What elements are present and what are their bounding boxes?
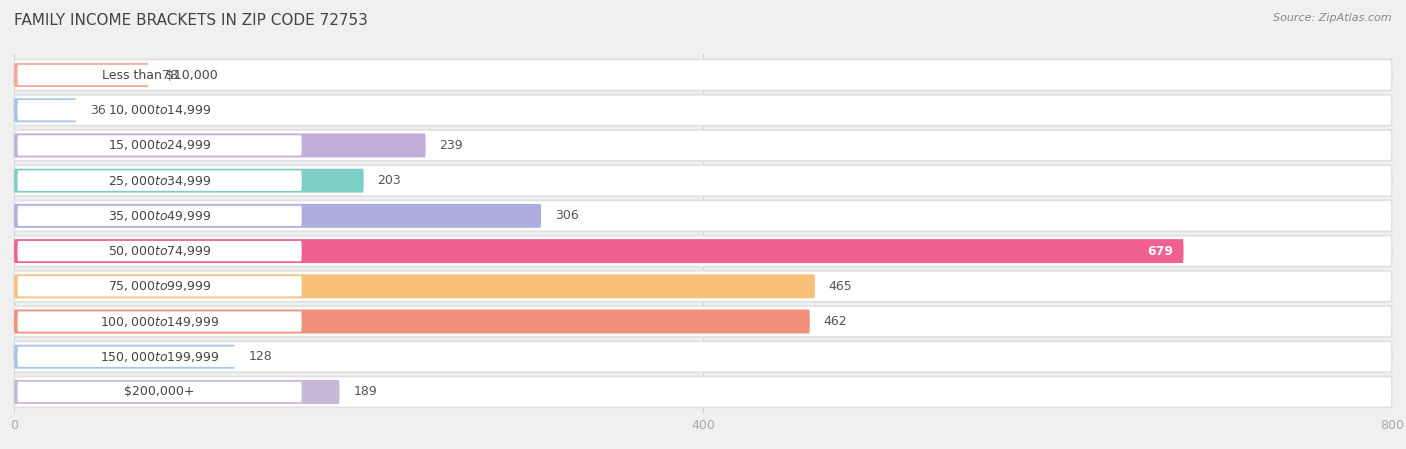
FancyBboxPatch shape	[17, 100, 302, 120]
FancyBboxPatch shape	[14, 239, 1184, 263]
FancyBboxPatch shape	[17, 206, 302, 226]
FancyBboxPatch shape	[14, 133, 426, 158]
Text: 78: 78	[162, 69, 179, 82]
FancyBboxPatch shape	[14, 60, 1392, 91]
FancyBboxPatch shape	[14, 376, 1392, 407]
FancyBboxPatch shape	[14, 98, 76, 122]
FancyBboxPatch shape	[14, 63, 149, 87]
Text: $35,000 to $49,999: $35,000 to $49,999	[108, 209, 211, 223]
FancyBboxPatch shape	[17, 171, 302, 191]
FancyBboxPatch shape	[17, 241, 302, 261]
FancyBboxPatch shape	[14, 274, 815, 298]
Text: 306: 306	[555, 209, 579, 222]
Text: 203: 203	[377, 174, 401, 187]
FancyBboxPatch shape	[14, 345, 235, 369]
Text: 679: 679	[1147, 245, 1173, 258]
FancyBboxPatch shape	[14, 236, 1392, 267]
FancyBboxPatch shape	[17, 135, 302, 156]
FancyBboxPatch shape	[14, 380, 340, 404]
FancyBboxPatch shape	[14, 271, 1392, 302]
Text: $15,000 to $24,999: $15,000 to $24,999	[108, 138, 211, 153]
FancyBboxPatch shape	[17, 65, 302, 85]
FancyBboxPatch shape	[14, 200, 1392, 231]
FancyBboxPatch shape	[17, 347, 302, 367]
Text: $50,000 to $74,999: $50,000 to $74,999	[108, 244, 211, 258]
Text: $100,000 to $149,999: $100,000 to $149,999	[100, 314, 219, 329]
FancyBboxPatch shape	[14, 95, 1392, 126]
FancyBboxPatch shape	[14, 306, 1392, 337]
FancyBboxPatch shape	[14, 130, 1392, 161]
Text: 465: 465	[828, 280, 852, 293]
Text: 189: 189	[353, 385, 377, 398]
Text: 462: 462	[824, 315, 848, 328]
Text: $10,000 to $14,999: $10,000 to $14,999	[108, 103, 211, 117]
FancyBboxPatch shape	[14, 165, 1392, 196]
FancyBboxPatch shape	[17, 276, 302, 296]
FancyBboxPatch shape	[14, 309, 810, 334]
FancyBboxPatch shape	[14, 204, 541, 228]
FancyBboxPatch shape	[17, 382, 302, 402]
Text: $150,000 to $199,999: $150,000 to $199,999	[100, 350, 219, 364]
Text: FAMILY INCOME BRACKETS IN ZIP CODE 72753: FAMILY INCOME BRACKETS IN ZIP CODE 72753	[14, 13, 368, 28]
Text: $25,000 to $34,999: $25,000 to $34,999	[108, 174, 211, 188]
FancyBboxPatch shape	[14, 169, 364, 193]
Text: 128: 128	[249, 350, 271, 363]
Text: Source: ZipAtlas.com: Source: ZipAtlas.com	[1274, 13, 1392, 23]
FancyBboxPatch shape	[17, 311, 302, 332]
Text: Less than $10,000: Less than $10,000	[101, 69, 218, 82]
Text: $200,000+: $200,000+	[124, 385, 195, 398]
FancyBboxPatch shape	[14, 341, 1392, 372]
Text: $75,000 to $99,999: $75,000 to $99,999	[108, 279, 211, 293]
Text: 239: 239	[440, 139, 463, 152]
Text: 36: 36	[90, 104, 105, 117]
